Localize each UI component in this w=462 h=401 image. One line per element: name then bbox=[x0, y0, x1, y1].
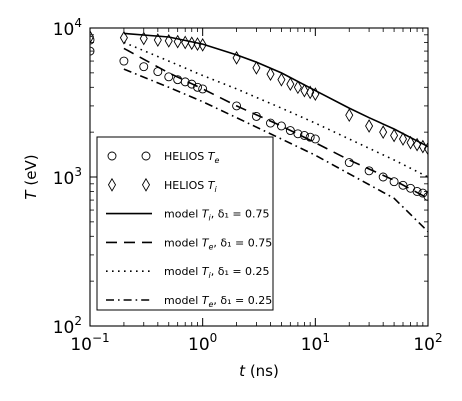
legend: HELIOS Te HELIOS Ti model Ti, δ₁ = 0.75 mod… bbox=[96, 136, 274, 311]
series-1-marker bbox=[293, 80, 302, 95]
series-1-marker bbox=[90, 30, 95, 44]
series-0-marker bbox=[389, 177, 399, 187]
series-0-marker bbox=[119, 56, 129, 66]
series-1-marker bbox=[277, 72, 286, 87]
series-0-marker bbox=[305, 132, 315, 142]
series-1-marker bbox=[153, 33, 162, 47]
y-tick-label: 103 bbox=[53, 165, 82, 189]
series-1-marker bbox=[266, 67, 275, 82]
legend-label-0: HELIOS Te bbox=[164, 150, 219, 165]
series-0-marker bbox=[90, 35, 95, 45]
legend-label-1: HELIOS Ti bbox=[164, 179, 217, 194]
data-series bbox=[90, 30, 428, 233]
series-0-marker bbox=[285, 126, 295, 135]
series-1-marker bbox=[286, 77, 295, 92]
series-1-marker bbox=[406, 135, 415, 150]
series-line-3 bbox=[123, 47, 428, 200]
series-1-marker bbox=[119, 30, 128, 45]
series-0-marker bbox=[232, 101, 242, 111]
legend-marker-1 bbox=[107, 177, 117, 192]
series-0-marker bbox=[398, 180, 408, 190]
series-1-marker bbox=[365, 119, 374, 133]
x-tick-label: 100 bbox=[188, 331, 217, 355]
series-0-marker bbox=[276, 121, 286, 131]
x-axis-unit: (ns) bbox=[245, 362, 279, 380]
y-axis-symbol: T bbox=[22, 189, 40, 200]
series-line-2 bbox=[123, 32, 428, 148]
plot-frame bbox=[89, 27, 429, 327]
series-line-5 bbox=[123, 68, 428, 233]
series-0-marker bbox=[164, 72, 174, 82]
legend-label-5: model Te, δ₁ = 0.25 bbox=[164, 294, 272, 309]
x-tick-label: 101 bbox=[301, 331, 330, 355]
y-tick-label: 102 bbox=[53, 314, 82, 338]
series-1-marker bbox=[379, 125, 388, 140]
series-0-marker bbox=[310, 134, 320, 144]
x-tick-label: 10−1 bbox=[70, 331, 109, 355]
legend-box bbox=[96, 136, 274, 311]
series-0-marker bbox=[299, 131, 309, 140]
series-0-marker bbox=[187, 79, 197, 89]
legend-marker-0 bbox=[107, 151, 117, 161]
series-1-marker bbox=[139, 31, 148, 46]
legend-label-4: model Ti, δ₁ = 0.25 bbox=[164, 265, 270, 280]
legend-marker-0 bbox=[141, 151, 151, 161]
series-0-marker bbox=[193, 82, 202, 92]
series-0-marker bbox=[139, 62, 149, 72]
legend-label-3: model Te, δ₁ = 0.75 bbox=[164, 236, 272, 251]
series-0-marker bbox=[90, 46, 95, 56]
series-0-marker bbox=[293, 129, 303, 139]
series-1-marker bbox=[164, 33, 173, 48]
tick-labels: 10−1 100 101 102 102 103 104 bbox=[53, 16, 443, 355]
series-0-marker bbox=[198, 84, 208, 94]
y-axis-label: T (eV) bbox=[22, 154, 40, 199]
x-axis-label: t (ns) bbox=[239, 362, 279, 380]
y-tick-label: 104 bbox=[53, 16, 82, 40]
x-tick-label: 102 bbox=[413, 331, 442, 355]
series-1-marker bbox=[398, 132, 408, 146]
series-line-4 bbox=[123, 41, 428, 178]
legend-label-2: model Ti, δ₁ = 0.75 bbox=[164, 208, 270, 223]
series-1-marker bbox=[252, 60, 261, 75]
series-0-marker bbox=[412, 186, 422, 196]
x-axis-symbol: t bbox=[239, 362, 246, 380]
series-1-marker bbox=[306, 85, 315, 100]
series-1-marker bbox=[300, 83, 309, 98]
series-1-marker bbox=[390, 128, 399, 143]
series-1-marker bbox=[345, 108, 354, 123]
series-1-marker bbox=[423, 141, 428, 156]
legend-marker-1 bbox=[141, 177, 151, 192]
y-axis-unit: (eV) bbox=[22, 154, 40, 190]
